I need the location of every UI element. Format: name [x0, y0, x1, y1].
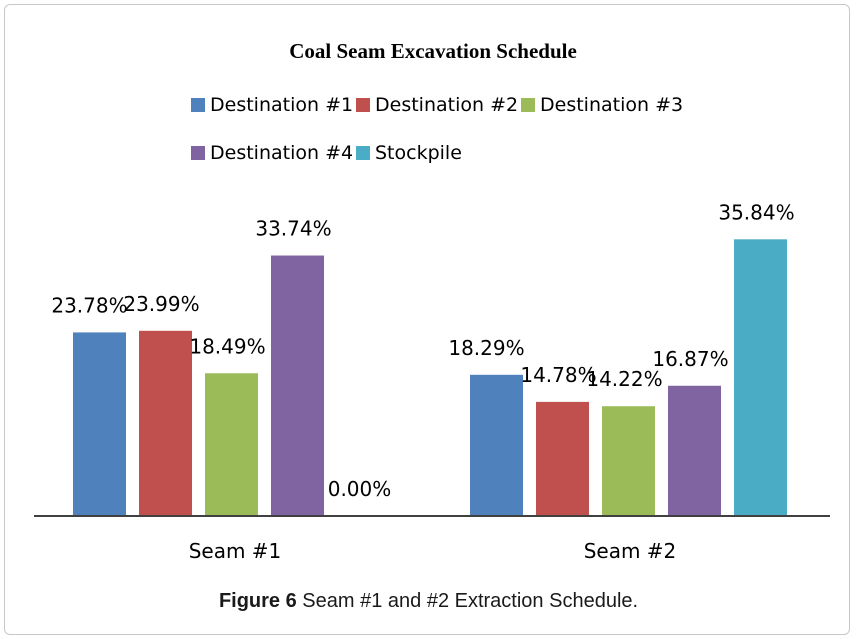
figure-caption-prefix: Figure 6	[218, 590, 297, 612]
value-label-seam-1-destination-2: 23.99%	[123, 292, 199, 316]
value-label-seam-2-destination-4: 16.87%	[652, 347, 728, 371]
chart-frame	[4, 4, 850, 635]
category-label-seam-2: Seam #2	[584, 539, 677, 563]
legend-label-stockpile: Stockpile	[375, 142, 462, 164]
legend-swatch-destination-4	[191, 146, 205, 160]
value-label-seam-1-destination-4: 33.74%	[255, 217, 331, 241]
bar-seam-2-destination-2	[536, 401, 589, 516]
legend-swatch-destination-3	[521, 98, 535, 112]
category-labels: Seam #1 Seam #2	[189, 539, 677, 563]
legend-label-destination-4: Destination #4	[210, 142, 353, 164]
legend-label-destination-1: Destination #1	[210, 94, 353, 116]
bar-seam-1-destination-1	[73, 332, 126, 516]
figure-caption: Figure 6 Seam #1 and #2 Extraction Sched…	[0, 590, 857, 613]
value-label-seam-1-destination-3: 18.49%	[189, 334, 265, 358]
value-label-seam-1-stockpile: 0.00%	[328, 477, 392, 501]
value-label-seam-2-stockpile: 35.84%	[718, 200, 794, 224]
legend-swatch-destination-2	[356, 98, 370, 112]
value-label-seam-1-destination-1: 23.78%	[51, 293, 127, 317]
bar-seam-2-destination-4	[668, 385, 721, 516]
bar-chart: Coal Seam Excavation Schedule Destinatio…	[34, 39, 830, 563]
figure-caption-text: Seam #1 and #2 Extraction Schedule.	[296, 590, 639, 612]
category-label-seam-1: Seam #1	[189, 539, 282, 563]
legend-swatch-stockpile	[356, 146, 370, 160]
legend-label-destination-3: Destination #3	[540, 94, 683, 116]
chart-title: Coal Seam Excavation Schedule	[289, 39, 577, 63]
bar-seam-2-destination-3	[602, 406, 655, 516]
bars	[73, 239, 787, 517]
bar-seam-2-destination-1	[470, 374, 523, 516]
legend: Destination #1 Destination #2 Destination …	[191, 94, 683, 164]
bar-seam-2-stockpile	[734, 239, 787, 517]
value-label-seam-2-destination-1: 18.29%	[448, 336, 524, 360]
value-labels: 23.78%23.99% 18.49% 33.74% 0.00% 18.29% 14.78…	[51, 200, 794, 501]
bar-seam-1-destination-2	[139, 330, 192, 516]
bar-seam-1-destination-4	[271, 255, 324, 516]
legend-swatch-destination-1	[191, 98, 205, 112]
legend-label-destination-2: Destination #2	[375, 94, 518, 116]
value-label-seam-2-destination-2: 14.78%	[520, 363, 596, 387]
bar-seam-1-destination-3	[205, 373, 258, 516]
value-label-seam-2-destination-3: 14.22%	[586, 367, 662, 391]
